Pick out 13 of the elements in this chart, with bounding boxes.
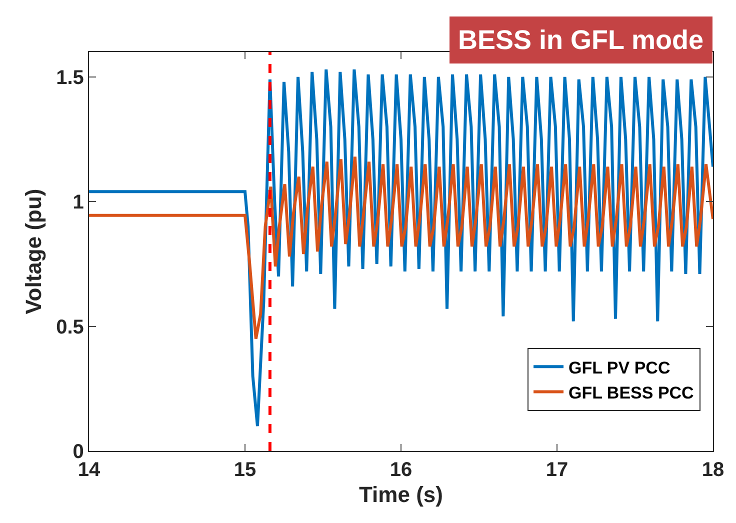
line-series: [89, 155, 713, 340]
y-axis-title: Voltage (pu): [20, 188, 46, 314]
y-tick-label: 0.5: [56, 316, 84, 338]
x-tick-label: 18: [702, 459, 724, 482]
x-tick-label: 15: [234, 459, 256, 482]
x-axis-title: Time (s): [359, 482, 443, 507]
legend-label: GFL PV PCC: [568, 358, 670, 378]
y-tick-label: 1: [72, 192, 84, 214]
y-tick-label: 1.5: [56, 66, 84, 89]
x-tick-label: 16: [390, 459, 412, 482]
legend-label: GFL BESS PCC: [568, 383, 694, 402]
chart-title: BESS in GFL mode: [458, 25, 704, 55]
x-tick-label: 17: [546, 459, 568, 482]
